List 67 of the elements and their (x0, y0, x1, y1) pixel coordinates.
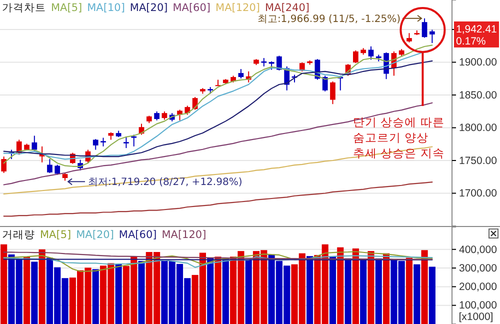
candlestick (124, 136, 129, 149)
y-tick-label: 1700.00 (459, 188, 498, 200)
bar (360, 259, 367, 324)
candlestick (406, 32, 412, 43)
y-tick-label: 200,000 (459, 281, 498, 294)
bar (222, 258, 229, 324)
text: MA[240] (265, 2, 310, 14)
bar (38, 249, 46, 324)
candlestick (276, 55, 282, 71)
y-tick-label: 300,000 (459, 262, 498, 274)
bar (344, 258, 352, 324)
bar (368, 251, 374, 324)
bar (245, 260, 252, 324)
y-tick-label: 1900.00 (459, 56, 498, 69)
line-series (3, 251, 433, 272)
candlestick (184, 105, 190, 116)
candlestick (238, 68, 244, 79)
chart-title: 가격차트 (2, 2, 46, 14)
candlestick (430, 29, 435, 44)
y-tick-label: 1800.00 (459, 122, 498, 134)
bar (375, 258, 382, 324)
bar (0, 244, 8, 324)
bar (406, 258, 413, 324)
y-axis-title: [x1000] (458, 311, 494, 323)
annotation: 최고:1,966.99 (11/5, -1.25%) (257, 14, 401, 25)
candlestick (215, 79, 221, 86)
bar (352, 248, 359, 324)
bar (31, 262, 38, 324)
y-tick-label: 1850.00 (459, 89, 498, 102)
bar (421, 250, 428, 324)
bar (329, 256, 336, 324)
series-label: MA[5] (40, 229, 72, 241)
candlestick (54, 164, 60, 176)
candlestick (47, 158, 52, 174)
candlestick (92, 138, 98, 150)
bar (414, 264, 420, 324)
bar (115, 264, 122, 324)
candlestick (422, 18, 428, 38)
candlestick (1, 156, 6, 174)
bar (92, 269, 99, 324)
y-tick-label: 100,000 (459, 300, 498, 312)
bar (214, 256, 222, 324)
y-tick-label: 1750.00 (459, 154, 498, 167)
bar (23, 256, 30, 324)
bar (428, 266, 436, 324)
bar (138, 260, 145, 324)
text: MA[60] (172, 2, 211, 14)
bar (306, 256, 314, 324)
candlestick (368, 46, 374, 60)
text: MA[10] (87, 2, 125, 14)
text: MA[20] (76, 229, 114, 241)
bar (337, 247, 344, 324)
line-series (3, 252, 433, 260)
series-label: MA[120] (162, 229, 206, 241)
text: MA[20] (130, 2, 168, 14)
candlestick (32, 135, 38, 152)
text: 1,942.41 0.17% (456, 23, 498, 48)
bar (382, 253, 390, 324)
bar (207, 258, 214, 324)
text: MA[120] (216, 2, 260, 14)
text: MA[5] (51, 2, 82, 14)
candlestick (353, 50, 358, 64)
candlestick (330, 80, 336, 105)
chart-title: 거래량 (2, 229, 35, 241)
candlestick (131, 134, 137, 147)
series-label: MA[60] (118, 229, 157, 241)
y-tick-label: 400,000 (459, 244, 498, 256)
